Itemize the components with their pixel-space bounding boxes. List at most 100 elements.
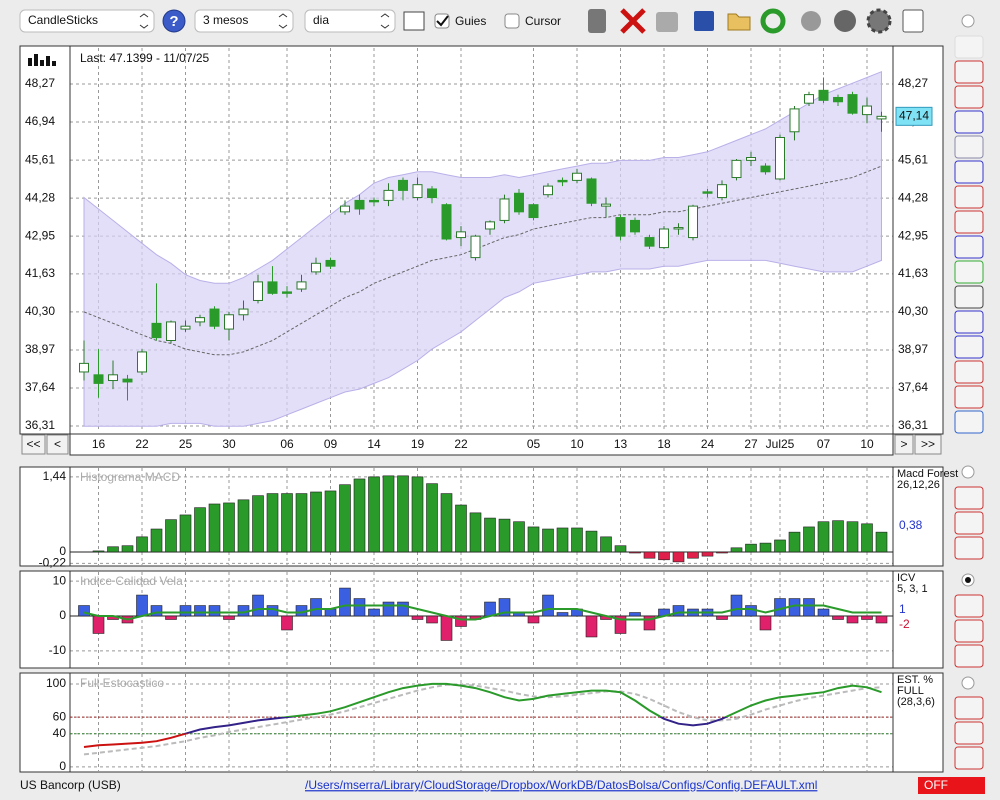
tool-button[interactable] — [954, 235, 984, 259]
candle-body — [586, 178, 597, 204]
bar — [527, 615, 540, 624]
bar — [817, 608, 830, 617]
tool-button[interactable] — [954, 310, 984, 334]
help-button[interactable] — [162, 9, 186, 33]
radio[interactable] — [961, 14, 975, 28]
tool-button[interactable] — [954, 746, 984, 770]
band-area — [83, 70, 882, 427]
nav-button[interactable] — [914, 434, 942, 455]
y-tick-label: 41,63 — [25, 266, 55, 280]
bar — [252, 495, 264, 553]
tool-button[interactable] — [954, 619, 984, 643]
bar — [252, 594, 264, 617]
radio[interactable] — [961, 465, 975, 479]
y-tick-label-right: 44,28 — [898, 190, 928, 204]
bar — [440, 615, 453, 641]
candle-body — [499, 198, 510, 221]
tool-button[interactable] — [954, 85, 984, 109]
tool-button[interactable] — [954, 594, 984, 618]
tool-button[interactable] — [954, 696, 984, 720]
tool-button[interactable] — [954, 260, 984, 284]
tool-button[interactable] — [954, 160, 984, 184]
candle-body — [137, 351, 147, 373]
y-tick-label: 40,30 — [25, 304, 55, 318]
x-tick-label: 16 — [92, 437, 106, 451]
tool-button[interactable] — [954, 285, 984, 309]
x-tick-label: 18 — [657, 437, 671, 451]
candle-body — [673, 227, 684, 230]
radio[interactable] — [961, 676, 975, 690]
x-tick-label: 22 — [454, 437, 468, 451]
tool-button[interactable] — [954, 35, 984, 59]
chart-type-select[interactable] — [19, 9, 155, 33]
tool-button[interactable] — [954, 135, 984, 159]
bar — [614, 545, 627, 553]
bar — [716, 615, 728, 620]
nav-button[interactable] — [21, 434, 46, 455]
tool-button[interactable] — [954, 410, 984, 434]
help-label: ? — [169, 13, 178, 30]
bar — [324, 490, 337, 553]
bar — [585, 530, 598, 553]
bar — [194, 605, 206, 617]
bar — [614, 615, 627, 634]
candle-body — [717, 184, 727, 199]
tool-button[interactable] — [954, 210, 984, 234]
sync-icon[interactable] — [801, 11, 821, 31]
tool-button[interactable] — [954, 486, 984, 510]
interval-select[interactable] — [304, 9, 396, 33]
refresh-icon[interactable] — [760, 8, 786, 34]
chevron — [380, 13, 390, 29]
last-price-box — [895, 106, 933, 126]
chevron — [139, 13, 149, 29]
candle-body — [224, 314, 234, 330]
cursor-checkbox[interactable] — [504, 13, 520, 29]
nav-button[interactable] — [894, 434, 914, 455]
tool-button[interactable] — [954, 644, 984, 668]
y-tick-label: 44,28 — [25, 190, 55, 204]
bar — [585, 615, 598, 638]
open-icon[interactable] — [727, 13, 751, 31]
settings-icon[interactable] — [866, 8, 892, 34]
tool-button[interactable] — [954, 536, 984, 560]
bar — [542, 528, 554, 553]
tool-button[interactable] — [954, 511, 984, 535]
trash-icon[interactable] — [588, 9, 606, 33]
bar — [803, 598, 815, 617]
tool-button[interactable] — [954, 60, 984, 84]
tool-button[interactable] — [954, 185, 984, 209]
y-tick-label: 45,61 — [25, 152, 55, 166]
calendar-icon[interactable] — [902, 9, 924, 33]
candle-body — [630, 219, 640, 233]
nav-label: < — [54, 437, 61, 451]
bar — [672, 551, 685, 563]
x-tick-label: 22 — [135, 437, 149, 451]
print-icon[interactable] — [656, 12, 678, 32]
panel-title: Full Estocastico — [80, 676, 164, 690]
stoch-line — [83, 682, 882, 748]
bar — [295, 493, 308, 553]
bar — [759, 615, 772, 631]
candle-body — [311, 262, 321, 273]
bar — [600, 536, 612, 553]
tool-button[interactable] — [954, 110, 984, 134]
candle-body — [108, 374, 118, 382]
delete-icon[interactable] — [620, 8, 646, 34]
bar — [730, 547, 743, 553]
bar — [687, 551, 699, 559]
guides-label: Guies — [455, 14, 486, 28]
config-path[interactable]: /Users/mserra/Library/CloudStorage/Dropb… — [305, 778, 817, 792]
candle-body — [528, 204, 539, 219]
tool-button[interactable] — [954, 335, 984, 359]
period-select[interactable] — [194, 9, 294, 33]
save-icon[interactable] — [694, 11, 714, 31]
tool-button[interactable] — [954, 385, 984, 409]
y-tick-label-right: 48,27 — [898, 76, 928, 90]
tool-button[interactable] — [954, 360, 984, 384]
guides-checkbox[interactable] — [434, 13, 450, 29]
euro-icon[interactable] — [834, 10, 856, 32]
candle-body — [383, 189, 394, 201]
window-icon[interactable] — [403, 11, 425, 31]
tool-button[interactable] — [954, 721, 984, 745]
nav-button[interactable] — [46, 434, 69, 455]
